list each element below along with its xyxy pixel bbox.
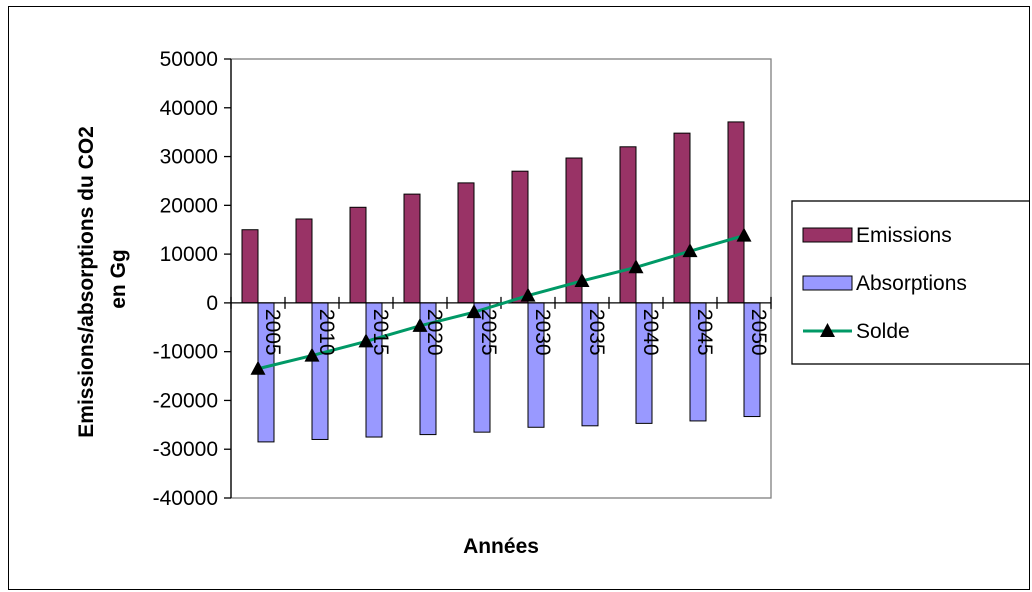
chart-frame: 50000 40000 30000 20000 10000 0 -10000 -20000 -3… bbox=[8, 6, 1030, 590]
y-axis-title: Emissions/absorptions du CO2 en Gg bbox=[75, 120, 130, 437]
line-solde bbox=[257, 234, 745, 371]
y-tick-label: 50000 bbox=[160, 48, 218, 71]
y-axis-title-line-1: Emissions/absorptions du CO2 bbox=[75, 126, 98, 438]
x-tick-label: 2050 bbox=[747, 309, 770, 356]
marker-solde bbox=[358, 333, 374, 348]
y-tick-label: 20000 bbox=[160, 194, 218, 217]
x-tick-label: 2025 bbox=[477, 309, 500, 356]
y-tick-label: 0 bbox=[206, 292, 218, 315]
y-tick-label: -30000 bbox=[153, 438, 218, 461]
bar-emissions bbox=[403, 193, 421, 304]
plot-area: 50000 40000 30000 20000 10000 0 -10000 -20000 -3… bbox=[153, 48, 772, 510]
bar-emissions bbox=[727, 121, 745, 304]
y-tick-label: 40000 bbox=[160, 97, 218, 120]
marker-solde bbox=[736, 227, 752, 242]
marker-solde bbox=[304, 347, 320, 362]
marker-solde bbox=[250, 360, 266, 375]
chart-svg: 50000 40000 30000 20000 10000 0 -10000 -20000 -3… bbox=[75, 48, 1029, 558]
legend: Emissions Absorptions Solde bbox=[791, 200, 1029, 365]
x-tick-label: 2020 bbox=[423, 309, 446, 356]
bar-emissions bbox=[295, 218, 313, 304]
bar-emissions bbox=[619, 146, 637, 304]
marker-solde bbox=[574, 272, 590, 287]
x-axis-title: Années bbox=[463, 535, 539, 558]
marker-solde bbox=[520, 287, 536, 302]
marker-solde bbox=[628, 259, 644, 274]
y-tick-label: 10000 bbox=[160, 243, 218, 266]
bar-emissions bbox=[457, 182, 475, 304]
legend-swatch-emissions bbox=[802, 227, 853, 243]
x-tick-label: 2010 bbox=[315, 309, 338, 356]
legend-swatch-absorptions bbox=[802, 275, 853, 291]
legend-label-emissions: Emissions bbox=[856, 224, 952, 247]
bar-emissions bbox=[241, 229, 259, 304]
y-tick-label: -20000 bbox=[153, 389, 218, 412]
marker-solde bbox=[412, 317, 428, 332]
bar-emissions bbox=[673, 132, 691, 304]
y-axis-title-line-2: en Gg bbox=[107, 249, 130, 309]
x-tick-label: 2035 bbox=[585, 309, 608, 356]
y-tick-label: -40000 bbox=[153, 487, 218, 510]
x-tick-label: 2030 bbox=[531, 309, 554, 356]
y-tick-label: 30000 bbox=[160, 146, 218, 169]
bar-emissions bbox=[349, 206, 367, 304]
bar-emissions bbox=[511, 170, 529, 304]
y-tick-label: -10000 bbox=[153, 341, 218, 364]
x-tick-label: 2005 bbox=[261, 309, 284, 356]
x-tick-label: 2045 bbox=[693, 309, 716, 356]
marker-solde bbox=[466, 304, 482, 319]
marker-solde bbox=[682, 243, 698, 258]
legend-marker-solde bbox=[820, 323, 835, 337]
legend-label-solde: Solde bbox=[856, 320, 910, 343]
legend-label-absorptions: Absorptions bbox=[856, 272, 967, 295]
x-tick-label: 2015 bbox=[369, 309, 392, 356]
x-tick-label: 2040 bbox=[639, 309, 662, 356]
